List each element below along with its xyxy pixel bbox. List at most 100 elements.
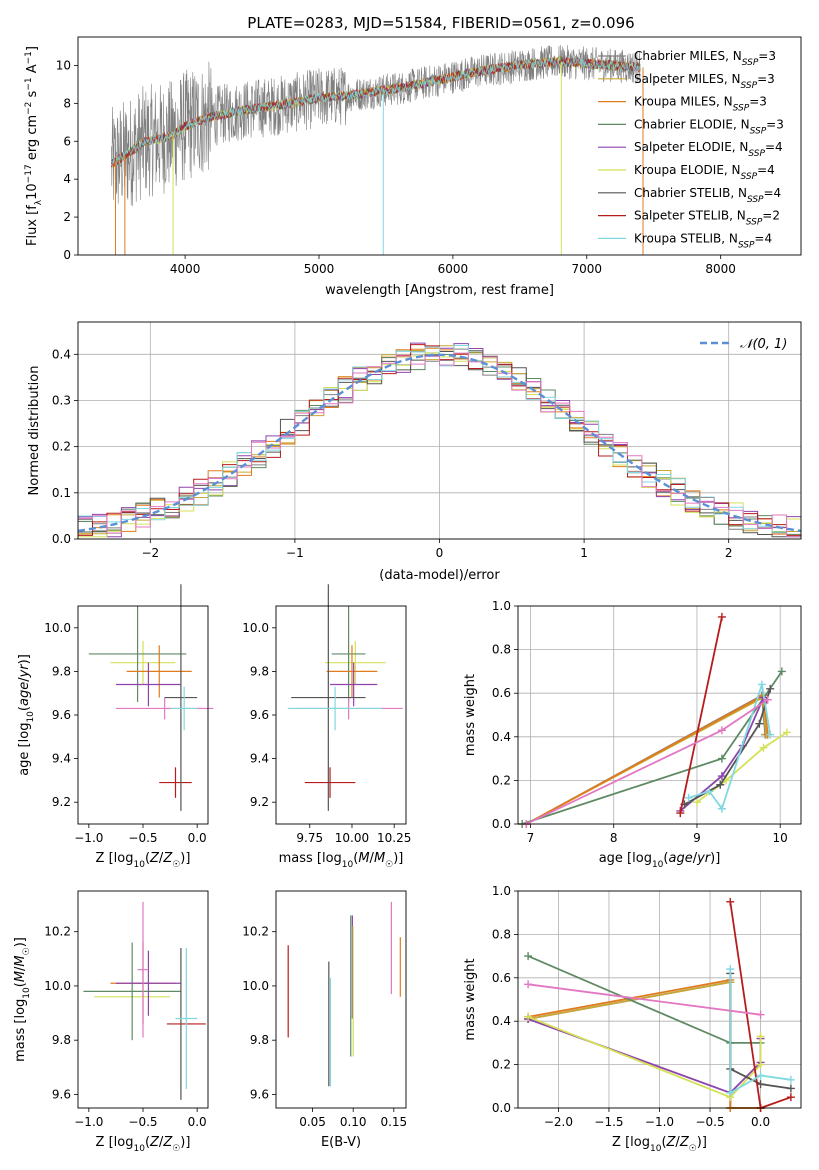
- weight-marker: [786, 1075, 795, 1084]
- x-axis-label: Z [log10(Z/Z☉)]: [612, 1135, 707, 1154]
- y-tick-label: 10.0: [242, 979, 269, 993]
- y-axis-label: mass [log10(M/M☉)]: [13, 937, 32, 1062]
- weight_vs_Z-panel: −2.0 −1.5 −1.0 −0.5 0.0 0.0 0.2 0.4 0.6 0.8 1.0 Z […: [463, 884, 802, 1154]
- weight-marker: [726, 897, 735, 906]
- x-tick-label: 7: [527, 831, 535, 845]
- legend-label: Chabrier MILES, NSSP=3: [634, 49, 776, 68]
- weight-marker: [717, 804, 726, 813]
- weight-marker: [716, 780, 725, 789]
- x-axis-label: age [log10(age/yr)]: [599, 851, 721, 870]
- weight-line: [729, 969, 792, 1095]
- x-tick-label: 1: [580, 546, 588, 560]
- legend-label: Salpeter STELIB, NSSP=2: [634, 209, 780, 228]
- weight-marker: [756, 1032, 765, 1041]
- axes-frame: [517, 890, 802, 1109]
- x-tick-label: −0.5: [128, 831, 157, 845]
- legend-label: Salpeter ELODIE, NSSP=4: [634, 140, 783, 159]
- weight-marker: [786, 1084, 795, 1093]
- x-tick-label: 0.10: [340, 1115, 367, 1129]
- x-tick-label: 4000: [170, 262, 201, 276]
- y-tick-label: 1.0: [492, 884, 511, 898]
- weight-marker: [759, 743, 768, 752]
- y-tick-label: 0.0: [52, 532, 71, 546]
- weight-marker: [705, 787, 714, 796]
- x-tick-label: 0.0: [188, 1115, 207, 1129]
- x-tick-label: 8000: [705, 262, 736, 276]
- y-tick-label: 9.6: [250, 708, 269, 722]
- y-tick-label: 0.6: [492, 971, 511, 985]
- y-tick-label: 10.0: [242, 621, 269, 635]
- y-tick-label: 9.6: [250, 1087, 269, 1101]
- weight-marker: [524, 952, 533, 961]
- y-axis-label: mass weight: [463, 674, 478, 756]
- y-axis-label: age [log10(age/yr)]: [17, 654, 36, 776]
- y-tick-label: 0.1: [52, 486, 71, 500]
- x-tick-label: −1.0: [645, 1115, 674, 1129]
- y-tick-label: 9.8: [52, 664, 71, 678]
- weight-marker: [524, 980, 533, 989]
- axes-frame: [77, 605, 209, 825]
- normal-curve: [77, 353, 802, 533]
- y-tick-label: 1.0: [492, 599, 511, 613]
- y-tick-label: 10.0: [44, 979, 71, 993]
- weight-marker: [777, 667, 786, 676]
- y-axis-label: mass weight: [463, 958, 478, 1040]
- y-tick-label: 9.6: [52, 708, 71, 722]
- spectrum-panel: 4000 5000 6000 7000 8000 0 2 4 6 8 10 wavelength [A…: [24, 36, 802, 298]
- weight-marker: [692, 798, 701, 807]
- y-axis-label: Normed distribution: [27, 366, 42, 496]
- y-tick-label: 2: [63, 210, 71, 224]
- axes-frame: [517, 605, 802, 825]
- x-tick-label: 0.15: [380, 1115, 407, 1129]
- y-tick-label: 4: [63, 172, 71, 186]
- weight-marker: [766, 730, 775, 739]
- x-tick-label: 9: [693, 831, 701, 845]
- x-tick-label: 10.00: [335, 831, 369, 845]
- x-tick-label: 0.0: [188, 831, 207, 845]
- model-spectrum: [111, 56, 641, 166]
- x-tick-label: 0.05: [299, 1115, 326, 1129]
- weight-marker: [726, 965, 735, 974]
- legend-label: Salpeter MILES, NSSP=3: [634, 72, 775, 91]
- y-tick-label: 0: [63, 248, 71, 262]
- x-tick-label: −1.5: [594, 1115, 623, 1129]
- legend-label: Chabrier STELIB, NSSP=4: [634, 186, 781, 205]
- x-tick-label: 0: [436, 546, 444, 560]
- weight-line: [527, 981, 761, 1109]
- x-tick-label: −2: [141, 546, 159, 560]
- spectrum-lines: [111, 44, 644, 255]
- weight-marker: [717, 726, 726, 735]
- y-tick-label: 0.2: [492, 773, 511, 787]
- y-tick-label: 9.8: [52, 1033, 71, 1047]
- x-axis-label: Z [log10(Z/Z☉)]: [96, 851, 191, 870]
- legend-label: Kroupa ELODIE, NSSP=4: [634, 163, 775, 182]
- x-tick-label: 5000: [304, 262, 335, 276]
- y-tick-label: 0.2: [492, 1058, 511, 1072]
- y-tick-label: 9.2: [52, 795, 71, 809]
- weight-line: [679, 616, 723, 814]
- x-tick-label: −1: [286, 546, 304, 560]
- y-tick-label: 10.2: [242, 925, 269, 939]
- x-tick-label: 9.75: [296, 831, 323, 845]
- legend: Chabrier MILES, NSSP=3 Salpeter MILES, NS…: [598, 49, 784, 250]
- y-tick-label: 0.8: [492, 643, 511, 657]
- y-tick-label: 0.0: [492, 817, 511, 831]
- y-axis-label: Flux [fλ10−17 erg cm−2 s−1 A−1]: [24, 46, 44, 246]
- residuals-panel: −2 −1 0 1 2 0.0 0.1 0.2 0.3 0.4 𝒩(0, 1) (data-model…: [27, 321, 802, 583]
- weight-marker: [524, 1012, 533, 1021]
- y-tick-label: 10: [56, 58, 71, 72]
- y-tick-label: 9.2: [250, 795, 269, 809]
- weight-marker: [766, 684, 775, 693]
- y-tick-label: 0.6: [492, 686, 511, 700]
- mass_vs_Z-panel: −1.0 −0.5 0.0 9.6 9.8 10.0 10.2 Z [log10(Z/Z☉)]…: [13, 890, 209, 1154]
- x-tick-label: −1.0: [74, 831, 103, 845]
- y-tick-label: 0.4: [492, 730, 511, 744]
- y-tick-label: 0.0: [492, 1101, 511, 1115]
- x-tick-label: 10.25: [377, 831, 411, 845]
- weight-marker: [757, 680, 766, 689]
- legend-label: Chabrier ELODIE, NSSP=3: [634, 117, 784, 136]
- x-axis-label: wavelength [Angstrom, rest frame]: [325, 283, 554, 298]
- model-spectrum: [111, 57, 641, 168]
- weight-marker: [717, 772, 726, 781]
